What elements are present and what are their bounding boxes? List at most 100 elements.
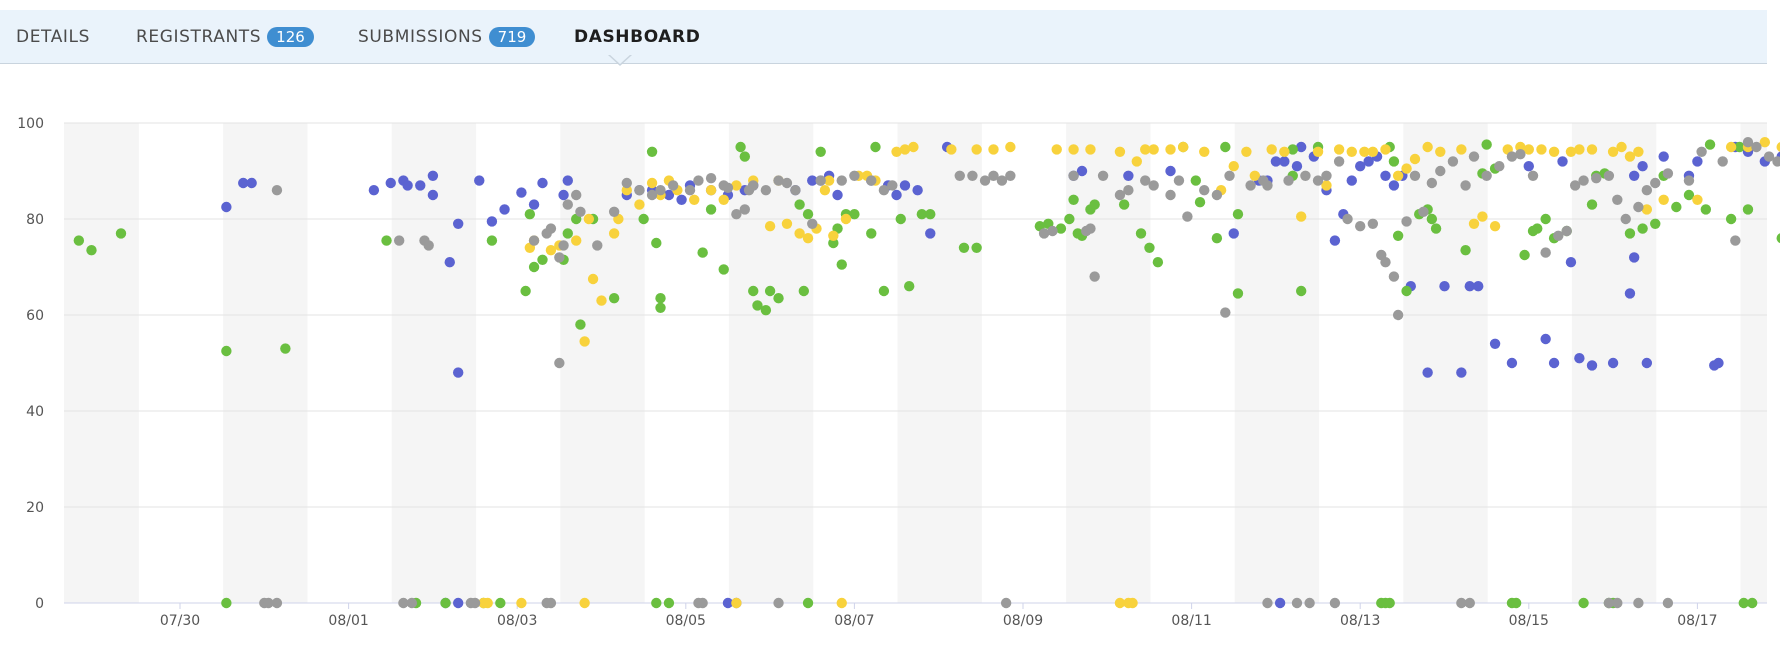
tab-dashboard[interactable]: DASHBOARD <box>574 10 700 63</box>
scatter-point-green <box>802 209 814 220</box>
scatter-point-gray <box>1392 309 1404 321</box>
scatter-point-yellow <box>836 597 847 609</box>
scatter-point-yellow <box>1295 211 1307 222</box>
scatter-point-gray <box>545 597 557 609</box>
scatter-point-green <box>1734 141 1745 153</box>
scatter-point-yellow <box>891 146 902 157</box>
scatter-point-gray <box>1633 201 1644 213</box>
scatter-point-gray <box>406 597 418 609</box>
scatter-point-gray <box>1633 597 1644 609</box>
scatter-point-blue <box>246 177 257 189</box>
scatter-point-yellow <box>908 141 919 153</box>
scatter-point-blue <box>899 180 911 191</box>
scatter-point-gray <box>1742 137 1754 148</box>
scatter-point-gray <box>1165 189 1176 201</box>
scatter-point-blue <box>516 187 527 198</box>
scatter-point-yellow <box>823 175 835 186</box>
scatter-point-gray <box>571 189 582 201</box>
scatter-point-blue <box>807 175 818 186</box>
scatter-point-green <box>1232 288 1244 299</box>
scatter-point-gray <box>1730 235 1741 246</box>
scatter-point-green <box>520 285 531 297</box>
scatter-point-green <box>608 293 620 304</box>
scatter-point-green <box>794 199 805 210</box>
scatter-point-blue <box>238 177 249 189</box>
day-band <box>1066 123 1151 603</box>
scatter-point-gray <box>1506 151 1518 162</box>
scatter-point-blue <box>452 597 464 609</box>
scatter-point-yellow <box>1692 194 1703 205</box>
scatter-point-green <box>1481 139 1492 150</box>
scatter-point-yellow <box>1380 144 1391 155</box>
scatter-point-yellow <box>1177 141 1189 153</box>
scatter-point-yellow <box>1401 163 1412 174</box>
scatter-point-green <box>739 151 751 162</box>
scatter-point-yellow <box>621 185 632 196</box>
scatter-point-gray <box>988 170 999 181</box>
scatter-point-gray <box>1763 151 1775 162</box>
y-tick-label: 100 <box>17 116 44 132</box>
scatter-point-gray <box>1262 597 1273 609</box>
registrants-count-badge: 126 <box>267 26 314 47</box>
tab-submissions[interactable]: SUBMISSIONS 719 <box>358 10 536 63</box>
scatter-point-gray <box>562 199 573 210</box>
scatter-point-yellow <box>1346 146 1357 157</box>
scatter-point-gray <box>760 185 772 196</box>
scatter-point-gray <box>705 173 717 184</box>
scatter-point-yellow <box>1565 146 1577 157</box>
scatter-point-yellow <box>571 235 582 246</box>
tab-dashboard-label: DASHBOARD <box>574 26 701 47</box>
scatter-point-green <box>651 237 662 249</box>
scatter-point-blue <box>221 201 232 213</box>
scatter-point-blue <box>452 218 464 229</box>
scatter-point-blue <box>1628 170 1640 181</box>
scatter-point-yellow <box>828 230 839 241</box>
scatter-point-green <box>86 245 97 256</box>
tab-details[interactable]: DETAILS <box>16 10 90 63</box>
scatter-point-blue <box>528 199 540 210</box>
scatter-point-yellow <box>781 218 793 229</box>
scatter-point-yellow <box>1228 161 1239 172</box>
scatter-point-blue <box>1355 161 1366 172</box>
scatter-point-gray <box>1696 146 1707 157</box>
scatter-point-yellow <box>1586 144 1598 155</box>
scatter-point-gray <box>979 175 991 186</box>
scatter-point-green <box>1510 597 1522 609</box>
scatter-point-green <box>381 235 392 246</box>
scatter-point-green <box>705 204 717 215</box>
scatter-point-gray <box>1000 597 1012 609</box>
scatter-point-gray <box>722 182 734 193</box>
scatter-point-gray <box>967 170 978 181</box>
scatter-point-gray <box>878 185 890 196</box>
scatter-point-gray <box>693 175 704 186</box>
scatter-point-gray <box>667 180 679 191</box>
scatter-point-blue <box>1523 161 1535 172</box>
scatter-point-yellow <box>1266 144 1277 155</box>
tab-registrants[interactable]: REGISTRANTS 126 <box>136 10 314 63</box>
scatter-point-green <box>1650 218 1661 229</box>
scatter-point-blue <box>1380 170 1391 181</box>
y-tick-label: 60 <box>26 308 44 324</box>
scatter-point-green <box>440 597 451 609</box>
scatter-point-green <box>916 209 928 220</box>
scatter-point-gray <box>1312 175 1324 186</box>
scatter-point-green <box>1068 194 1079 205</box>
scatter-point-gray <box>887 180 898 191</box>
scatter-point-green <box>1671 201 1682 213</box>
scatter-point-green <box>748 285 759 297</box>
scatter-point-green <box>1742 204 1754 215</box>
scatter-point-blue <box>1548 357 1560 369</box>
scatter-point-gray <box>731 209 742 220</box>
active-tab-caret-fill <box>609 54 631 64</box>
scatter-point-yellow <box>1140 144 1151 155</box>
scatter-point-gray <box>1140 175 1151 186</box>
day-band <box>1740 123 1767 603</box>
scatter-point-gray <box>1114 189 1126 201</box>
scatter-point-yellow <box>608 228 620 239</box>
scatter-point-green <box>1460 245 1471 256</box>
scatter-point-yellow <box>971 144 982 155</box>
scatter-point-blue <box>1607 357 1619 369</box>
scatter-point-blue <box>1422 367 1433 378</box>
scatter-point-yellow <box>1148 144 1159 155</box>
scatter-point-green <box>1586 199 1598 210</box>
